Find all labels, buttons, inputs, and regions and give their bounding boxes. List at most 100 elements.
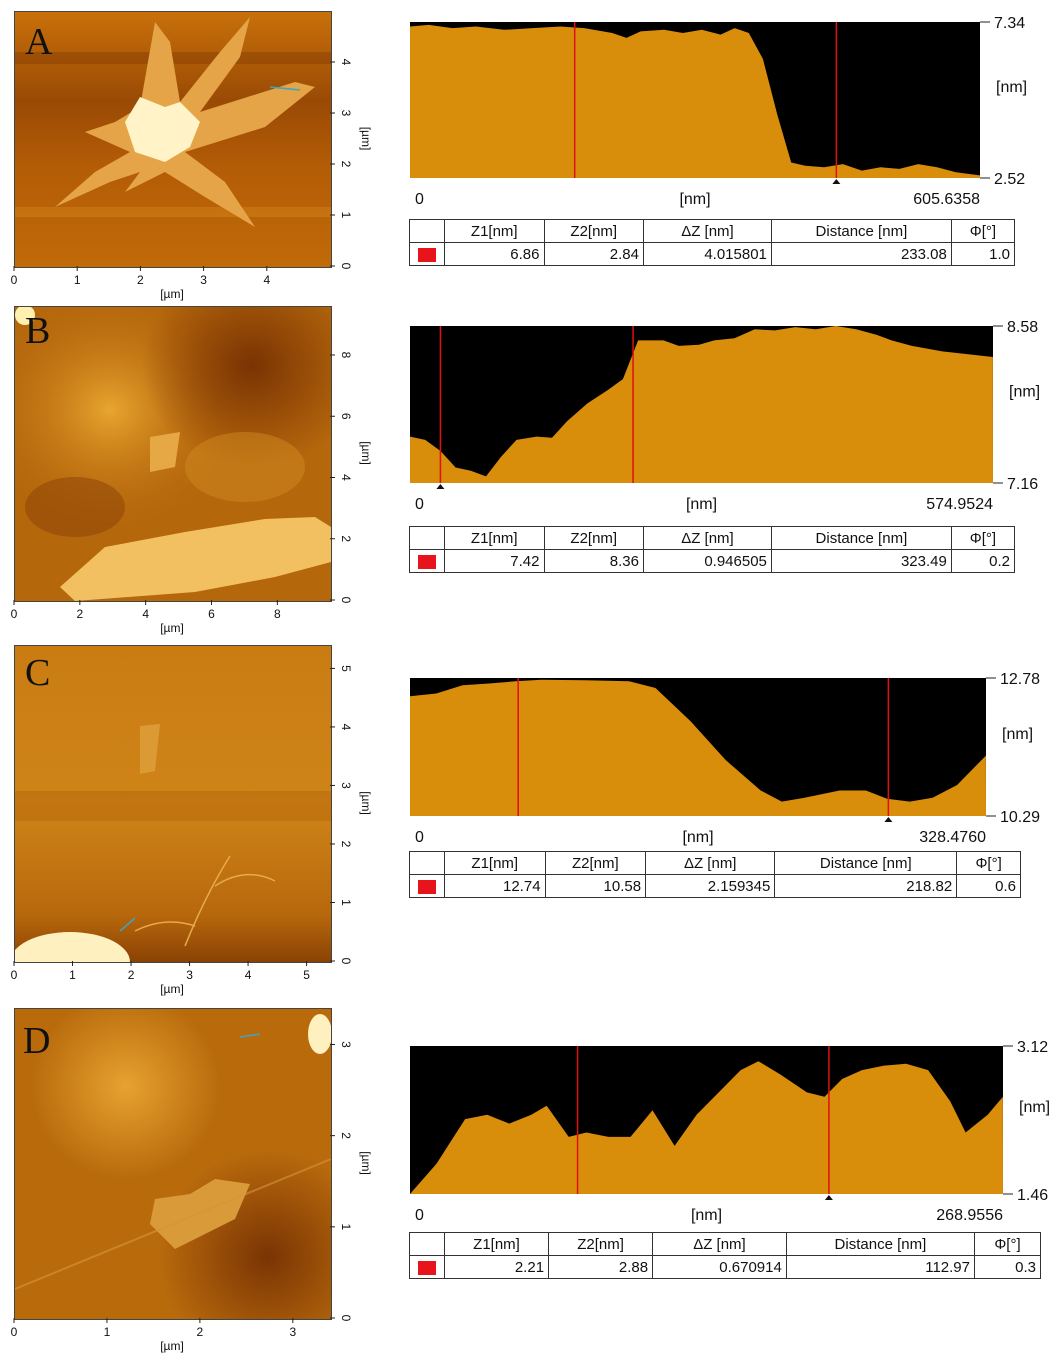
x-unit-label: [nm] (679, 191, 710, 208)
x-tick-label: 3 (186, 968, 193, 982)
panel-letter-d: D (23, 1020, 51, 1062)
value-distance: 323.49 (770, 549, 952, 573)
y-tick-label: 1 (339, 212, 353, 219)
y-tick-label: 3 (339, 782, 353, 789)
value-dz: 0.946505 (643, 549, 772, 573)
afm-image-a: A (14, 11, 332, 268)
table-row: 2.21 2.88 0.670914 112.97 0.3 (409, 1255, 1042, 1279)
x-end-label: 328.4760 (919, 829, 986, 846)
profile-area (410, 24, 980, 179)
x-end-label: 268.9556 (936, 1207, 1003, 1224)
x-start-label: 0 (415, 191, 424, 208)
y-tick-label: 0 (339, 1315, 353, 1322)
th-dz: ΔZ [nm] (643, 526, 772, 550)
x-tick-label: 2 (137, 273, 144, 287)
value-distance: 112.97 (785, 1255, 975, 1279)
x-end-label: 605.6358 (913, 191, 980, 208)
th-phi: Φ[°] (950, 526, 1016, 550)
y-max-label: 12.78 (1000, 671, 1040, 688)
y-min-label: 7.16 (1007, 476, 1038, 493)
th-phi: Φ[°] (950, 219, 1016, 243)
y-tick-label: 2 (339, 841, 353, 848)
panel-letter-a: A (25, 21, 53, 63)
height-profile-c: 12.78 10.29 [nm] 0 [nm] 328.4760 (410, 671, 1040, 846)
profile-area (410, 326, 993, 483)
th-z2: Z2[nm] (544, 851, 647, 875)
x-start-label: 0 (415, 496, 424, 513)
x-tick-label: 1 (74, 273, 81, 287)
value-z2: 2.84 (543, 242, 644, 266)
table-row: 12.74 10.58 2.159345 218.82 0.6 (409, 874, 1021, 898)
th-distance: Distance [nm] (770, 219, 952, 243)
x-tick-label: 0 (11, 607, 18, 621)
afm-topography-a (15, 12, 331, 267)
y-tick-label: 3 (339, 1041, 353, 1048)
y-tick-label: 0 (339, 263, 353, 270)
value-dz: 4.015801 (643, 242, 772, 266)
x-unit-label: [nm] (691, 1207, 722, 1224)
y-axis-unit: [µm] (359, 791, 373, 815)
afm-axes-c: 0 1 2 3 4 5 [µm] 0 1 2 3 4 5 [µm] (11, 665, 373, 996)
y-tick-label: 6 (339, 413, 353, 420)
value-z2: 8.36 (543, 549, 644, 573)
th-z2: Z2[nm] (543, 219, 644, 243)
afm-axes-a: 0 1 2 3 4 [µm] 0 1 2 3 4 [µm] (11, 59, 373, 301)
y-unit-label: [nm] (1019, 1099, 1050, 1116)
th-z2: Z2[nm] (543, 526, 644, 550)
x-end-label: 574.9524 (926, 496, 993, 513)
x-tick-label: 0 (11, 273, 18, 287)
x-tick-label: 2 (76, 607, 83, 621)
value-z2: 10.58 (544, 874, 647, 898)
y-tick-label: 4 (339, 724, 353, 731)
afm-topography-b (15, 307, 331, 601)
swatch-header (409, 851, 445, 875)
y-axis-unit: [µm] (359, 441, 373, 465)
value-z1: 7.42 (444, 549, 545, 573)
value-dz: 0.670914 (652, 1255, 787, 1279)
x-axis-unit: [µm] (160, 621, 184, 635)
afm-image-b: B (14, 306, 332, 602)
x-tick-label: 4 (263, 273, 270, 287)
value-phi: 0.6 (956, 874, 1021, 898)
x-tick-label: 6 (208, 607, 215, 621)
table-header-row: Z1[nm] Z2[nm] ΔZ [nm] Distance [nm] Φ[°] (409, 1232, 1042, 1256)
table-header-row: Z1[nm] Z2[nm] ΔZ [nm] Distance [nm] Φ[°] (409, 219, 1016, 243)
y-min-label: 1.46 (1017, 1187, 1048, 1204)
cursor-marker-icon (832, 179, 841, 184)
y-axis-unit: [µm] (359, 127, 373, 151)
value-z1: 2.21 (443, 1255, 550, 1279)
x-axis-unit: [µm] (160, 1339, 184, 1353)
th-z2: Z2[nm] (548, 1232, 654, 1256)
th-distance: Distance [nm] (774, 851, 958, 875)
th-dz: ΔZ [nm] (652, 1232, 787, 1256)
y-tick-label: 1 (339, 899, 353, 906)
table-row: 7.42 8.36 0.946505 323.49 0.2 (409, 549, 1016, 573)
x-axis-unit: [µm] (160, 287, 184, 301)
y-unit-label: [nm] (1009, 384, 1040, 401)
y-tick-label: 4 (339, 474, 353, 481)
x-unit-label: [nm] (682, 829, 713, 846)
height-profile-a: 7.34 2.52 [nm] 0 [nm] 605.6358 (410, 15, 1027, 208)
y-tick-label: 5 (339, 665, 353, 672)
x-tick-label: 3 (289, 1325, 296, 1339)
height-profile-d: 3.12 1.46 [nm] 0 [nm] 268.9556 (410, 1039, 1050, 1224)
table-header-row: Z1[nm] Z2[nm] ΔZ [nm] Distance [nm] Φ[°] (409, 526, 1016, 550)
x-tick-label: 5 (303, 968, 310, 982)
th-distance: Distance [nm] (770, 526, 952, 550)
swatch-header (409, 219, 445, 243)
value-distance: 233.08 (770, 242, 952, 266)
th-phi: Φ[°] (956, 851, 1021, 875)
panel-letter-b: B (25, 310, 51, 352)
y-tick-label: 0 (339, 958, 353, 965)
x-tick-label: 0 (11, 968, 18, 982)
y-max-label: 7.34 (994, 15, 1025, 32)
x-start-label: 0 (415, 829, 424, 846)
measurement-table-b: Z1[nm] Z2[nm] ΔZ [nm] Distance [nm] Φ[°]… (409, 526, 1016, 573)
x-tick-label: 2 (128, 968, 135, 982)
swatch-header (409, 526, 445, 550)
value-distance: 218.82 (774, 874, 958, 898)
afm-image-d: D (14, 1008, 332, 1320)
y-axis-unit: [µm] (359, 1151, 373, 1175)
afm-axes-d: 0 1 2 3 [µm] 0 1 2 3 [µm] (11, 1041, 373, 1353)
th-z1: Z1[nm] (444, 851, 546, 875)
